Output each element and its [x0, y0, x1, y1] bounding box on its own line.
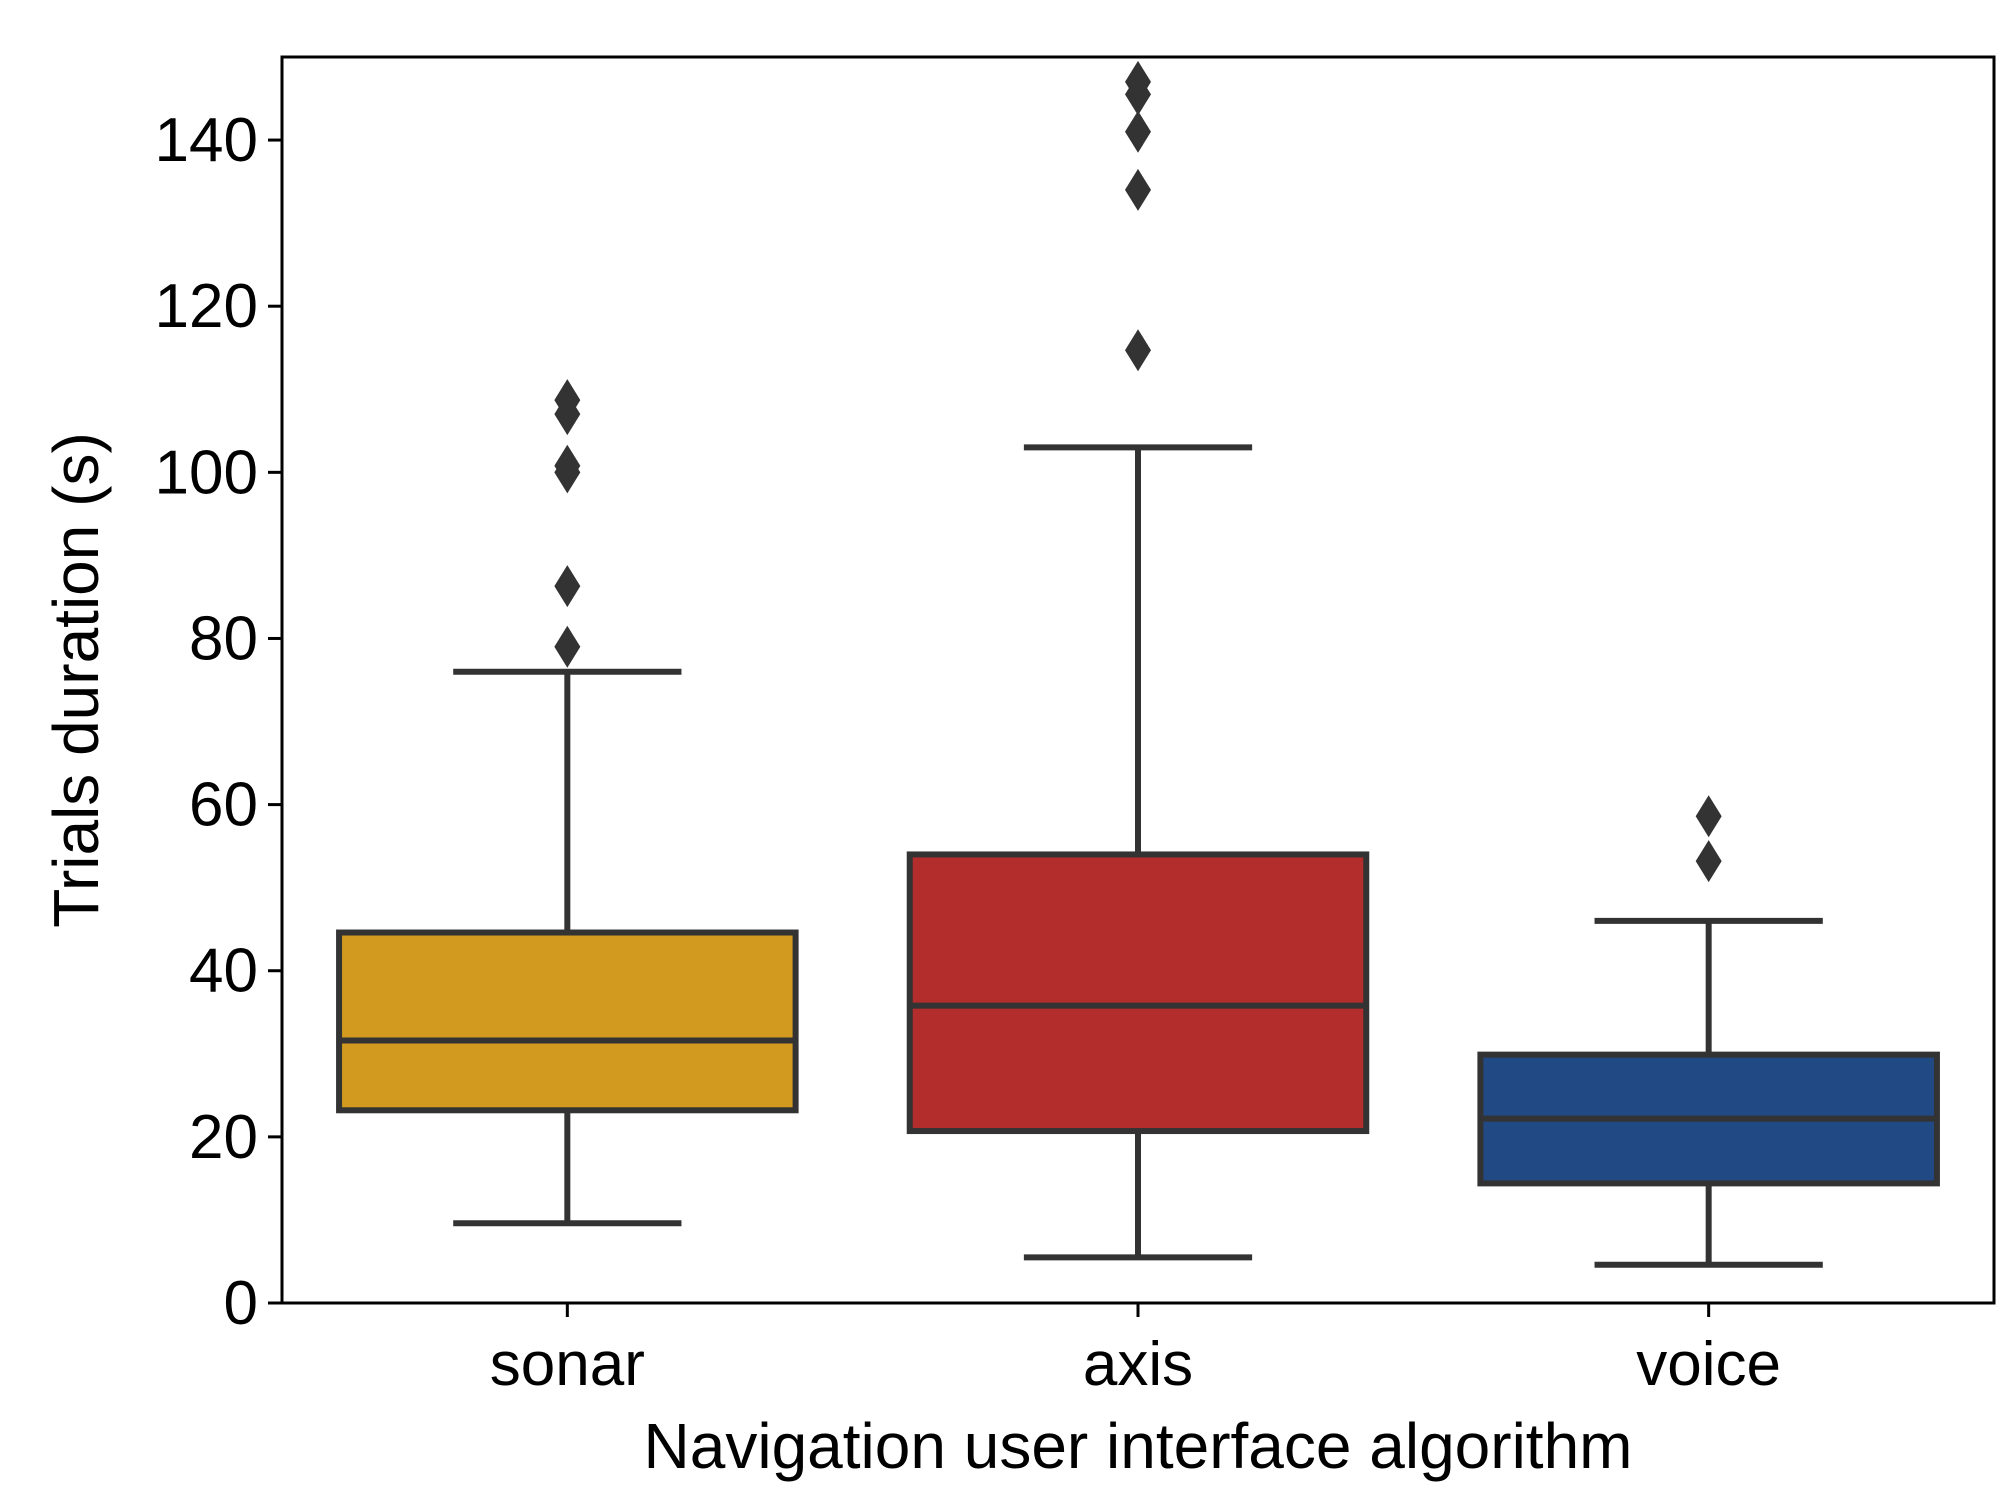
x-tick-label-sonar: sonar [490, 1330, 645, 1399]
outlier-point [554, 444, 581, 487]
plot-frame [280, 55, 1996, 1305]
outlier-point [554, 379, 581, 422]
y-tick-label: 20 [189, 1103, 258, 1172]
box-group-voice [1477, 795, 1940, 1268]
x-tick-label-voice: voice [1636, 1330, 1781, 1399]
y-tick-label: 80 [189, 604, 258, 673]
y-tick-label: 140 [155, 106, 258, 175]
y-tick-label: 40 [189, 937, 258, 1006]
box-group-sonar [336, 379, 799, 1227]
outlier-point [1695, 840, 1722, 883]
y-tick-label: 100 [155, 438, 258, 507]
outlier-point [1125, 60, 1151, 103]
iqr-box-axis [906, 851, 1370, 1135]
outlier-point [554, 565, 581, 608]
outlier-point [554, 625, 581, 668]
iqr-box-sonar [336, 929, 799, 1114]
x-tick-label-axis: axis [1083, 1330, 1193, 1399]
outlier-point [1125, 168, 1151, 211]
outlier-point [1695, 795, 1722, 838]
y-tick-label: 0 [224, 1269, 258, 1338]
outlier-point [1125, 329, 1151, 372]
y-axis-title: Trials duration (s) [40, 432, 112, 928]
y-tick-label: 60 [189, 771, 258, 840]
plot-area [336, 60, 1940, 1268]
box-group-axis [906, 60, 1370, 1261]
outlier-point [1125, 110, 1151, 153]
y-tick-label: 120 [155, 272, 258, 341]
x-axis-title: Navigation user interface algorithm [644, 1410, 1633, 1482]
axis-ticks: 0 20 40 60 80 100 120 140 sonar axis voice [155, 106, 1781, 1399]
